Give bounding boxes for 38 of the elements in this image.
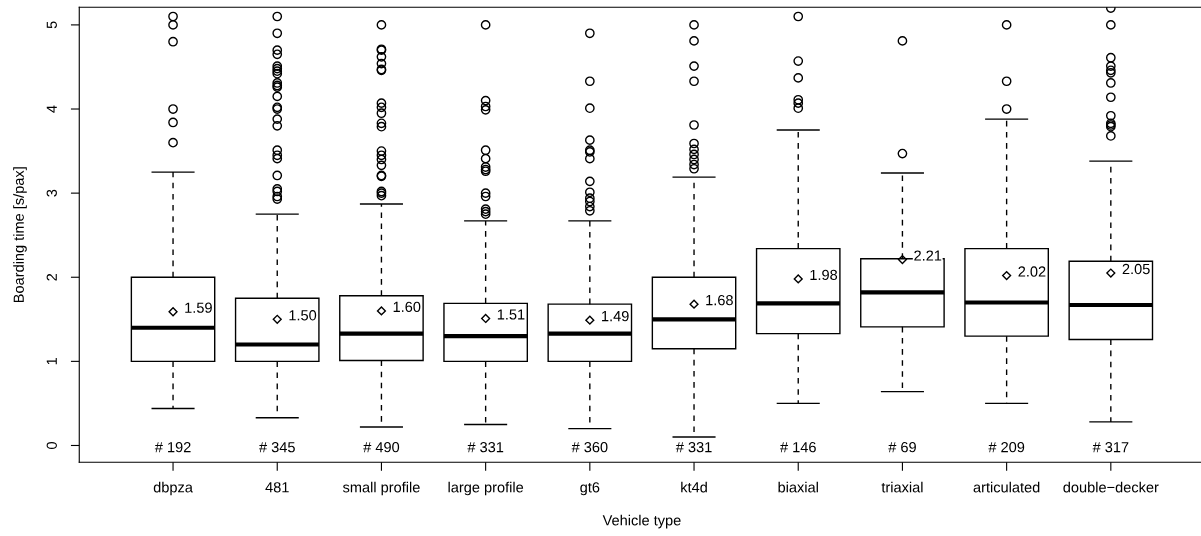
x-tick-label: biaxial xyxy=(778,481,818,493)
x-tick-label: kt4d xyxy=(681,481,707,493)
x-tick-label: 481 xyxy=(265,482,289,493)
x-tick-label: double−decker xyxy=(1063,481,1159,493)
annotation: 1.50 xyxy=(289,310,317,321)
annotation: # 331 xyxy=(467,442,504,453)
annotation: 1.98 xyxy=(810,269,838,281)
annotation: 1.51 xyxy=(497,309,525,320)
annotation: # 331 xyxy=(675,442,712,453)
annotation: 1.49 xyxy=(602,310,629,322)
annotation: # 192 xyxy=(154,442,191,453)
x-tick-label: dbpza xyxy=(153,481,193,496)
annotation: 1.68 xyxy=(706,294,733,306)
x-tick-label: gt6 xyxy=(580,482,600,496)
y-tick-label: 3 xyxy=(46,189,57,197)
y-tick-label: 2 xyxy=(46,273,57,281)
annotation: 1.59 xyxy=(185,302,212,313)
annotation: 2.05 xyxy=(1122,263,1150,275)
y-tick-label: 1 xyxy=(46,358,57,365)
annotation: # 209 xyxy=(988,442,1025,453)
y-axis-title: Boarding time [s/pax] xyxy=(13,167,27,303)
x-tick-label: triaxial xyxy=(881,481,923,493)
x-axis-title: Vehicle type xyxy=(602,514,681,529)
annotation: # 146 xyxy=(780,442,816,453)
annotation: 1.60 xyxy=(393,301,421,313)
x-tick-label: articulated xyxy=(973,481,1040,493)
annotation: # 317 xyxy=(1092,442,1129,453)
annotation: # 345 xyxy=(259,442,295,453)
annotation: # 360 xyxy=(571,442,608,453)
y-tick-label: 5 xyxy=(46,21,57,29)
annotation: # 69 xyxy=(888,442,916,453)
y-tick-label: 4 xyxy=(46,105,57,113)
y-tick-label: 0 xyxy=(46,441,57,449)
annotation: # 490 xyxy=(363,442,400,453)
x-tick-label: large profile xyxy=(448,481,524,496)
x-tick-label: small profile xyxy=(342,481,420,496)
annotation: 2.02 xyxy=(1018,266,1046,277)
annotation: 2.21 xyxy=(914,250,942,261)
